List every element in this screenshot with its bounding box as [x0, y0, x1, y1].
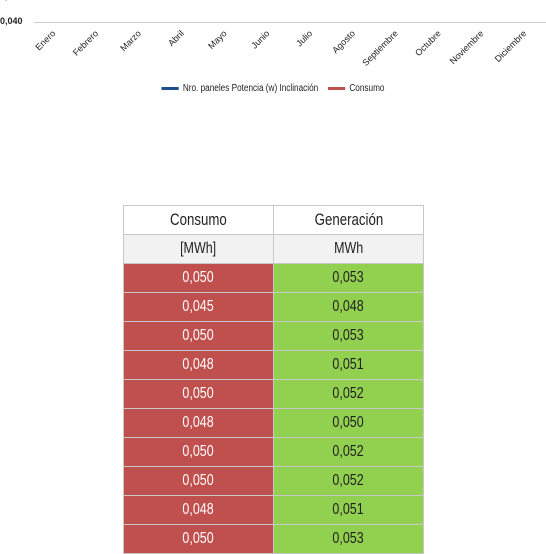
cell-consumo: 0,048 — [123, 408, 274, 438]
legend-item-consumo: Consumo — [328, 83, 384, 94]
table-row: 0,050 0,052 — [123, 466, 424, 496]
cell-generacion: 0,053 — [273, 321, 424, 351]
cell-generacion: 0,052 — [273, 466, 424, 496]
cell-generacion: 0,048 — [273, 292, 424, 322]
cell-consumo: 0,050 — [123, 321, 274, 351]
legend-item-paneles: Nro. paneles Potencia (w) Inclinación — [161, 83, 319, 94]
table-row: 0,050 0,052 — [123, 437, 424, 467]
units-generacion: MWh — [273, 234, 424, 264]
x-tick-label: Mayo — [206, 28, 229, 51]
x-tick-label: Enero — [33, 28, 57, 52]
cell-generacion: 0,050 — [273, 408, 424, 438]
cell-generacion: 0,052 — [273, 379, 424, 409]
x-tick-label: Octubre — [413, 28, 443, 58]
cell-consumo: 0,050 — [123, 466, 274, 496]
header-generacion: Generación — [273, 205, 424, 235]
units-consumo: [MWh] — [123, 234, 274, 264]
table-row: 0,050 0,053 — [123, 321, 424, 351]
table-units-row: [MWh] MWh — [123, 234, 424, 264]
x-tick-label: Agosto — [330, 28, 357, 55]
cell-consumo: 0,045 — [123, 292, 274, 322]
legend-swatch-paneles — [161, 87, 179, 90]
table-row: 0,050 0,053 — [123, 263, 424, 293]
legend-label-consumo: Consumo — [349, 83, 385, 94]
cell-generacion: 0,052 — [273, 437, 424, 467]
legend-swatch-consumo — [328, 87, 346, 90]
x-tick-label: Julio — [294, 28, 314, 48]
cell-consumo: 0,050 — [123, 524, 274, 554]
table-row: 0,048 0,050 — [123, 408, 424, 438]
x-tick-label: Diciembre — [493, 28, 529, 64]
table-header-row: Consumo Generación — [123, 205, 424, 235]
cell-consumo: 0,048 — [123, 495, 274, 525]
cell-generacion: 0,051 — [273, 350, 424, 380]
x-tick-label: Noviembre — [448, 28, 486, 66]
table-row: 0,048 0,051 — [123, 495, 424, 525]
cell-generacion: 0,053 — [273, 263, 424, 293]
header-consumo: Consumo — [123, 205, 274, 235]
table-row: 0,048 0,051 — [123, 350, 424, 380]
x-tick-label: Febrero — [71, 28, 100, 57]
table-row: 0,050 0,052 — [123, 379, 424, 409]
chart-area: 0,042 0,040 Enero Febrero Marzo Abril Mayo Jun… — [0, 0, 546, 68]
x-tick-label: Septiembre — [360, 28, 400, 68]
cell-consumo: 0,050 — [123, 379, 274, 409]
table-body: 0,050 0,053 0,045 0,048 0,050 0,053 0,048 0,051… — [123, 263, 424, 554]
cell-generacion: 0,051 — [273, 495, 424, 525]
x-tick-label: Junio — [249, 28, 271, 50]
cell-consumo: 0,050 — [123, 437, 274, 467]
cell-consumo: 0,050 — [123, 263, 274, 293]
legend-label-paneles: Nro. paneles Potencia (w) Inclinación — [182, 83, 319, 94]
x-tick-label: Abril — [166, 28, 186, 48]
table-row: 0,045 0,048 — [123, 292, 424, 322]
y-tick-label: 0,042 — [0, 0, 23, 1]
cell-consumo: 0,048 — [123, 350, 274, 380]
data-table-wrapper: Consumo Generación [MWh] MWh 0,050 0,053 0… — [123, 205, 424, 554]
table-row: 0,050 0,053 — [123, 524, 424, 554]
cell-generacion: 0,053 — [273, 524, 424, 554]
x-tick-label: Marzo — [118, 28, 143, 53]
data-table: Consumo Generación [MWh] MWh 0,050 0,053 0… — [123, 205, 424, 554]
y-tick-label: 0,040 — [0, 16, 23, 26]
chart-legend: Nro. paneles Potencia (w) Inclinación Co… — [49, 83, 497, 94]
